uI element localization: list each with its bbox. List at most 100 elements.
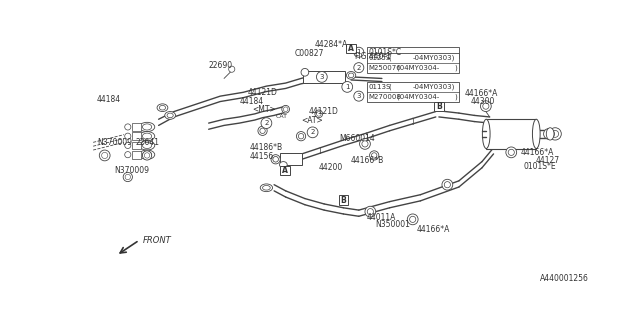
Circle shape (543, 129, 554, 139)
Circle shape (549, 128, 561, 140)
Circle shape (410, 216, 416, 222)
Bar (367, 82, 459, 101)
Ellipse shape (273, 156, 278, 162)
Circle shape (371, 153, 377, 158)
Circle shape (228, 66, 235, 72)
Text: 0101S*C: 0101S*C (369, 48, 402, 57)
Bar (367, 53, 459, 73)
Ellipse shape (348, 73, 354, 78)
Text: 44011A: 44011A (367, 212, 396, 221)
Circle shape (367, 209, 373, 215)
Text: 1: 1 (356, 49, 361, 55)
Circle shape (483, 103, 489, 109)
Bar (280, 166, 289, 175)
Ellipse shape (143, 133, 152, 139)
Text: 1: 1 (345, 84, 349, 90)
Text: C00827: C00827 (295, 49, 324, 58)
Text: M660014: M660014 (340, 134, 375, 143)
Circle shape (102, 152, 108, 158)
Bar (132, 141, 141, 149)
Circle shape (342, 82, 353, 92)
Text: A: A (282, 166, 288, 175)
Circle shape (125, 133, 131, 139)
Text: 22690: 22690 (209, 61, 233, 70)
Text: 0101S*E: 0101S*E (524, 163, 556, 172)
Circle shape (261, 118, 272, 129)
Ellipse shape (260, 184, 273, 192)
Circle shape (481, 101, 492, 112)
Text: -04MY0303): -04MY0303) (413, 55, 455, 61)
Text: 0125S: 0125S (369, 55, 391, 61)
Circle shape (284, 107, 288, 112)
Text: 3: 3 (319, 74, 324, 80)
Text: 44186*B: 44186*B (250, 143, 283, 152)
Ellipse shape (280, 162, 287, 168)
Text: (: ( (388, 55, 391, 61)
Circle shape (508, 149, 515, 156)
Circle shape (301, 68, 308, 76)
Circle shape (258, 126, 267, 135)
Circle shape (316, 112, 321, 116)
Text: 22641: 22641 (136, 138, 159, 147)
Circle shape (315, 110, 323, 118)
Ellipse shape (143, 142, 152, 148)
Text: <MT>: <MT> (253, 105, 276, 114)
Text: 44184: 44184 (239, 97, 264, 106)
Text: FIG.440-1: FIG.440-1 (354, 52, 391, 61)
Text: 44300: 44300 (470, 97, 495, 106)
Bar (435, 101, 444, 111)
Text: CAT: CAT (276, 115, 287, 119)
Ellipse shape (346, 71, 356, 79)
Circle shape (145, 153, 150, 158)
Text: M250076: M250076 (369, 65, 401, 71)
Ellipse shape (140, 122, 155, 132)
Ellipse shape (157, 104, 168, 112)
Text: N350001: N350001 (376, 220, 411, 229)
Text: A: A (348, 44, 354, 53)
Circle shape (362, 141, 368, 147)
Circle shape (365, 206, 376, 217)
Bar (132, 132, 141, 140)
Bar (132, 151, 141, 158)
Circle shape (354, 63, 364, 73)
Circle shape (369, 151, 379, 160)
Text: (: ( (388, 83, 391, 90)
Ellipse shape (167, 113, 173, 118)
Text: 2: 2 (310, 129, 315, 135)
Text: 0113S: 0113S (369, 84, 391, 90)
Ellipse shape (159, 105, 166, 110)
Circle shape (260, 128, 265, 133)
Ellipse shape (164, 112, 175, 119)
Text: -04MY0303): -04MY0303) (413, 83, 455, 90)
Circle shape (273, 156, 278, 162)
Bar (132, 123, 141, 131)
Ellipse shape (271, 155, 280, 164)
Circle shape (143, 151, 152, 160)
Text: 44166*A: 44166*A (520, 148, 554, 157)
Ellipse shape (140, 141, 155, 150)
Ellipse shape (547, 128, 554, 140)
Bar (303, 71, 346, 83)
Ellipse shape (262, 186, 270, 190)
Text: 44121D: 44121D (247, 88, 277, 97)
Text: 44156: 44156 (250, 152, 274, 161)
Ellipse shape (140, 150, 155, 159)
Bar (486, 119, 536, 148)
Circle shape (444, 182, 451, 188)
Circle shape (506, 147, 516, 158)
Circle shape (552, 131, 559, 137)
Circle shape (125, 124, 131, 130)
Circle shape (316, 71, 327, 82)
Text: FRONT: FRONT (143, 236, 172, 244)
Circle shape (125, 152, 131, 158)
Ellipse shape (532, 119, 540, 148)
Text: B: B (436, 102, 442, 111)
Bar (339, 196, 348, 205)
Circle shape (407, 214, 418, 225)
Text: 44166*A: 44166*A (465, 89, 499, 98)
Circle shape (125, 174, 131, 180)
Text: 44127: 44127 (536, 156, 560, 164)
Text: N370009: N370009 (97, 138, 132, 147)
Bar (280, 153, 302, 165)
Text: <AT>: <AT> (301, 116, 323, 125)
